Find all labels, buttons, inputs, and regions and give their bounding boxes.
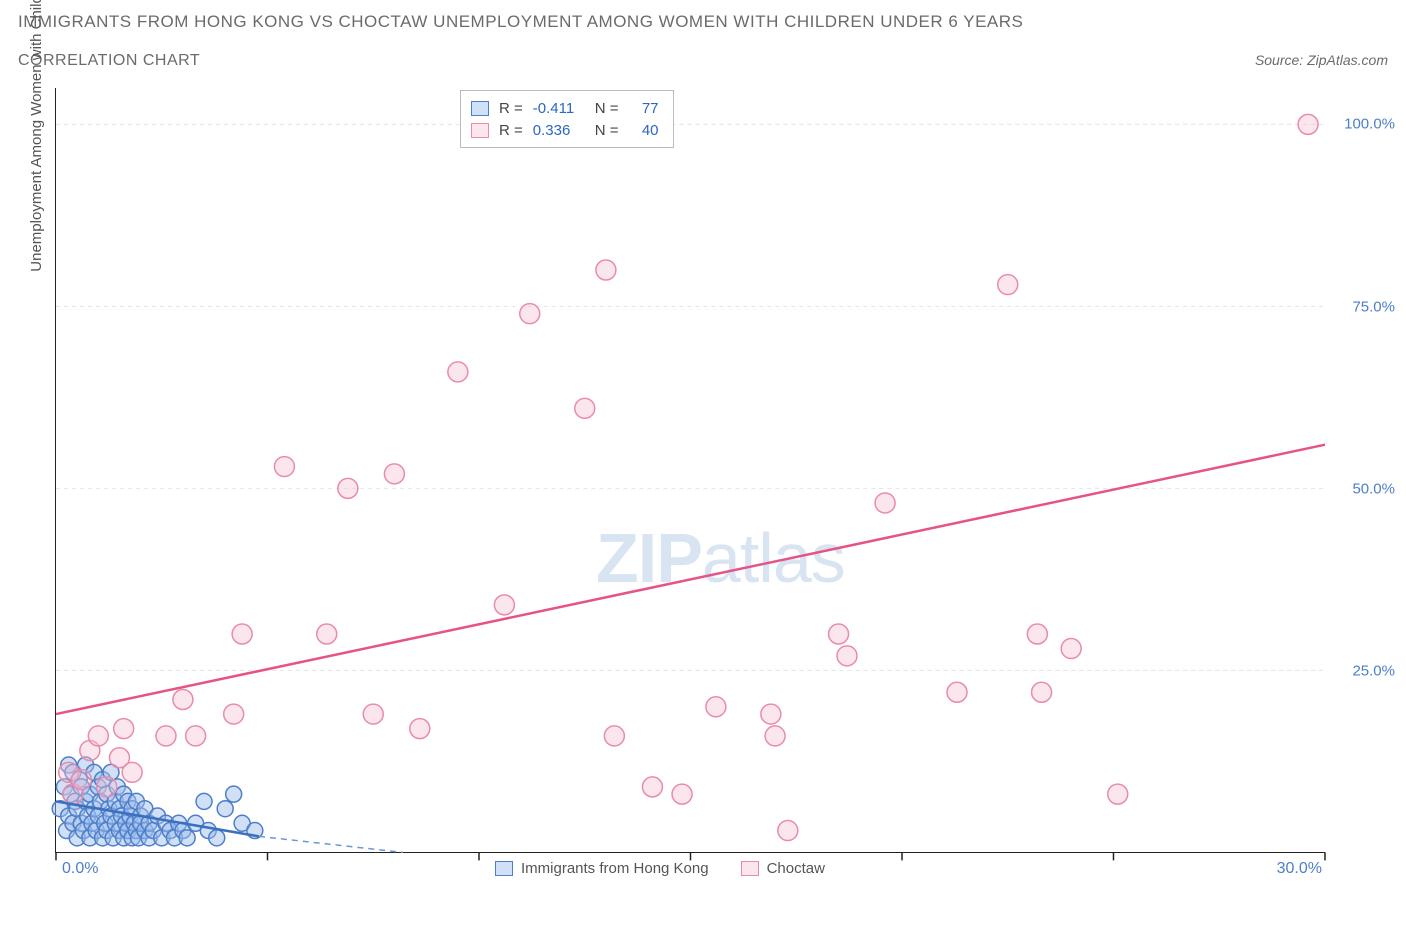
data-point <box>875 493 895 513</box>
data-point <box>173 690 193 710</box>
data-point <box>217 801 233 817</box>
data-point <box>837 646 857 666</box>
data-point <box>1027 624 1047 644</box>
data-point <box>642 777 662 797</box>
data-point <box>363 704 383 724</box>
data-point <box>224 704 244 724</box>
x-axis-max-label: 30.0% <box>1277 860 1322 878</box>
legend-swatch <box>471 101 489 116</box>
data-point <box>596 260 616 280</box>
y-tick-label: 75.0% <box>1352 298 1395 315</box>
data-point <box>114 719 134 739</box>
data-point <box>209 830 225 846</box>
legend-r-label: R = <box>499 100 523 117</box>
subtitle-row: CORRELATION CHART Source: ZipAtlas.com <box>18 52 1388 70</box>
legend-row: R = -0.411 N = 77 <box>471 97 659 119</box>
legend-swatch <box>471 123 489 138</box>
data-point <box>71 770 91 790</box>
legend-n-value: 40 <box>629 122 659 139</box>
series-legend-item: Choctaw <box>741 860 825 877</box>
legend-n-label: N = <box>595 122 619 139</box>
y-axis-label: Unemployment Among Women with Children U… <box>28 0 45 272</box>
x-axis-min-label: 0.0% <box>62 860 98 878</box>
data-point <box>765 726 785 746</box>
correlation-legend: R = -0.411 N = 77 R = 0.336 N = 40 <box>460 90 674 148</box>
data-point <box>520 304 540 324</box>
scatter-chart: ZIPatlas 25.0%50.0%75.0%100.0% <box>55 88 1325 853</box>
data-point <box>947 682 967 702</box>
chart-header: IMMIGRANTS FROM HONG KONG VS CHOCTAW UNE… <box>18 12 1388 70</box>
data-point <box>575 398 595 418</box>
trend-line-choctaw <box>56 445 1325 714</box>
data-point <box>232 624 252 644</box>
legend-r-label: R = <box>499 122 523 139</box>
series-legend: Immigrants from Hong Kong Choctaw <box>495 860 825 877</box>
trend-line-hk-extrapolated <box>259 836 403 852</box>
data-point <box>186 726 206 746</box>
data-point <box>156 726 176 746</box>
data-point <box>1061 639 1081 659</box>
data-point <box>998 275 1018 295</box>
data-point <box>226 786 242 802</box>
y-tick-label: 25.0% <box>1352 662 1395 679</box>
legend-swatch <box>495 861 513 876</box>
y-tick-label: 50.0% <box>1352 480 1395 497</box>
data-point <box>1298 114 1318 134</box>
legend-r-value: 0.336 <box>533 122 585 139</box>
data-point <box>317 624 337 644</box>
y-tick-label: 100.0% <box>1344 116 1395 133</box>
data-point <box>410 719 430 739</box>
series-legend-item: Immigrants from Hong Kong <box>495 860 709 877</box>
data-point <box>196 793 212 809</box>
data-point <box>1108 784 1128 804</box>
data-point <box>672 784 692 804</box>
chart-title: IMMIGRANTS FROM HONG KONG VS CHOCTAW UNE… <box>18 12 1388 32</box>
data-point <box>384 464 404 484</box>
legend-label: Immigrants from Hong Kong <box>521 860 709 877</box>
data-point <box>88 726 108 746</box>
data-point <box>122 762 142 782</box>
data-point <box>97 777 117 797</box>
data-point <box>179 830 195 846</box>
chart-subtitle: CORRELATION CHART <box>18 52 200 70</box>
legend-swatch <box>741 861 759 876</box>
data-point <box>448 362 468 382</box>
legend-row: R = 0.336 N = 40 <box>471 119 659 141</box>
data-point <box>1032 682 1052 702</box>
data-point <box>706 697 726 717</box>
legend-n-label: N = <box>595 100 619 117</box>
data-point <box>778 821 798 841</box>
legend-n-value: 77 <box>629 100 659 117</box>
legend-r-value: -0.411 <box>533 100 585 117</box>
data-point <box>338 478 358 498</box>
data-point <box>829 624 849 644</box>
legend-label: Choctaw <box>767 860 825 877</box>
data-point <box>274 457 294 477</box>
data-point <box>761 704 781 724</box>
plot-svg <box>56 88 1325 852</box>
chart-source: Source: ZipAtlas.com <box>1255 52 1388 68</box>
data-point <box>604 726 624 746</box>
data-point <box>494 595 514 615</box>
